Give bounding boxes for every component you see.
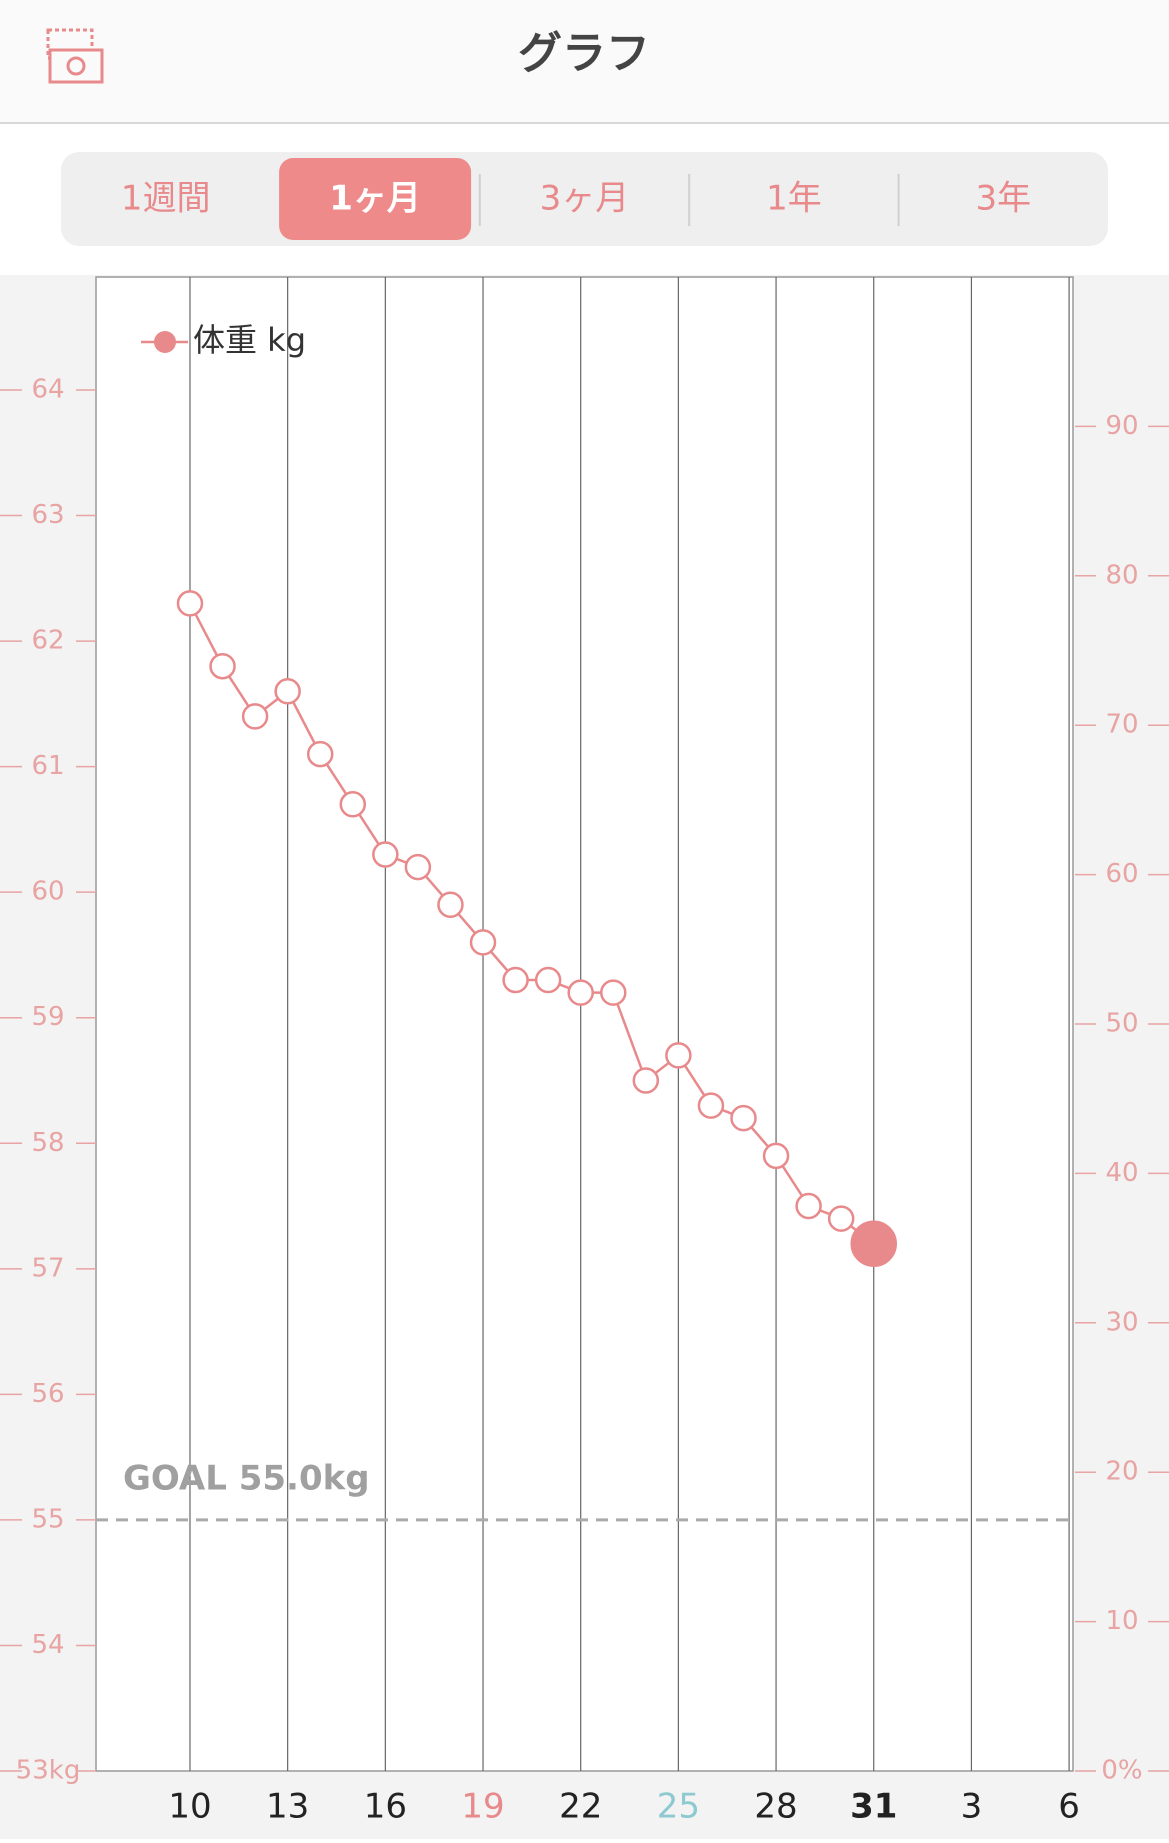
data-point [372,841,399,868]
y-tick-label: 58 [31,1128,64,1158]
y-tick-label: 56 [31,1379,64,1409]
y-tick-label: 60 [31,877,64,907]
data-point [600,979,627,1006]
y-tick-label: 64 [31,374,64,404]
data-point [339,791,367,818]
tab[interactable]: 1年 [766,179,822,219]
y2-tick-label: 80 [1105,560,1138,590]
x-tick-label: 3 [961,1787,983,1827]
y2-tick-label: 0% [1101,1756,1142,1786]
y2-tick-label: 30 [1105,1307,1138,1337]
data-point [730,1104,757,1132]
tab[interactable]: 3ヶ月 [540,179,630,219]
tab[interactable]: 1ヶ月 [329,179,421,219]
x-tick-label: 16 [364,1787,407,1827]
data-point [665,1042,692,1069]
active-tab-bg[interactable] [279,158,472,240]
x-tick-label: 6 [1058,1787,1080,1827]
data-point [404,853,432,881]
data-point [306,740,334,768]
y-tick-label: 53kg [16,1756,81,1786]
y2-tick-label: 50 [1105,1009,1138,1039]
data-point [502,966,529,994]
y-tick-label: 55 [31,1504,64,1534]
data-point [209,652,236,680]
data-point [632,1067,660,1094]
y-tick-label: 61 [31,751,64,781]
data-point [567,979,594,1006]
y-tick-label: 63 [31,500,64,530]
y-tick-label: 59 [31,1002,64,1032]
x-tick-label: 25 [657,1787,700,1827]
data-point [176,590,204,617]
header-bar [0,0,1169,123]
data-point [437,891,464,918]
y-tick-label: 62 [31,626,64,656]
header-title: グラフ [518,28,650,79]
data-point [469,929,497,956]
series-line [188,602,875,1245]
data-point [534,966,562,994]
y2-tick-label: 70 [1105,710,1138,740]
y2-tick-label: 20 [1105,1457,1138,1487]
y2-tick-label: 60 [1105,859,1138,889]
x-tick-label: 31 [850,1787,897,1827]
x-tick-label: 19 [461,1787,504,1827]
x-tick-label: 28 [754,1787,797,1827]
data-point [274,678,301,705]
x-tick-label: 13 [266,1787,309,1827]
legend-marker [154,331,176,353]
y2-tick-label: 10 [1105,1606,1138,1636]
y-tick-label: 54 [31,1630,64,1660]
x-tick-label: 22 [559,1787,602,1827]
tab[interactable]: 1週間 [121,179,211,219]
plot-area [95,276,1074,1772]
data-point [850,1220,897,1267]
data-point [697,1092,725,1119]
y-tick-label: 57 [31,1253,64,1283]
goal-label: GOAL 55.0kg [123,1458,370,1498]
data-point [827,1205,855,1232]
camera-icon[interactable] [46,28,104,84]
tab[interactable]: 3年 [975,179,1031,219]
y2-tick-label: 90 [1105,411,1138,441]
x-tick-label: 10 [168,1787,211,1827]
data-point [762,1142,790,1170]
data-point [241,703,269,730]
legend-label: 体重 kg [193,321,306,359]
y2-tick-label: 40 [1105,1158,1138,1188]
data-point [795,1192,822,1220]
